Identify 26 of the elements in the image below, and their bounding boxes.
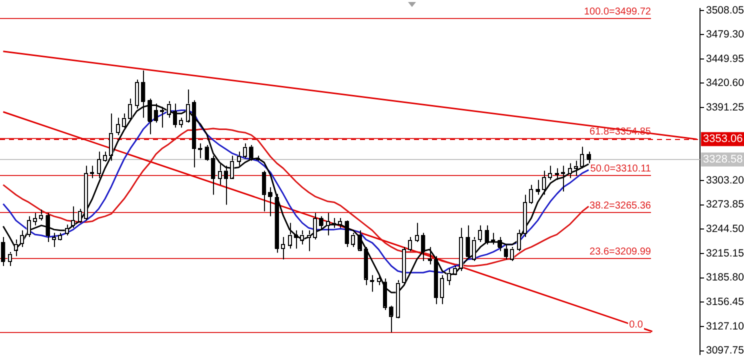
candlestick [440,274,444,305]
y-tick-label: 3156.45 [706,296,744,308]
y-tick-label: 3127.10 [706,320,744,332]
candlestick [20,230,24,248]
ref-line-label: 3353.06 [703,133,743,146]
ref-line-label: 100.0=3499.72 [584,6,652,18]
y-tick-label: 3185.80 [706,272,744,284]
ref-line-label: 50.0=3310.11 [590,164,652,175]
ref-line-label: 61.8=3354.85 [590,126,652,138]
candlestick [281,236,285,260]
y-tick-label: 3273.85 [706,198,744,211]
ref-line-label: 38.2=3265.36 [590,200,652,212]
candlestick [116,117,120,136]
y-tick-label: 3391.25 [706,101,744,114]
annotation: 0.0 [629,320,644,331]
y-tick-label: 3479.30 [706,28,744,40]
y-tick-label: 3215.15 [706,247,744,260]
candlestick [542,170,546,196]
y-tick-label: 3244.50 [706,223,744,236]
y-tick-label: 3097.75 [706,344,744,357]
y-tick-label: 3303.20 [706,174,744,186]
y-tick-label: 3508.05 [706,4,744,17]
ref-line-label: 23.6=3209.99 [590,246,652,258]
ref-line-label: 3328.58 [703,154,743,166]
y-tick-label: 3449.95 [706,52,744,65]
y-tick-label: 3420.60 [706,77,744,90]
